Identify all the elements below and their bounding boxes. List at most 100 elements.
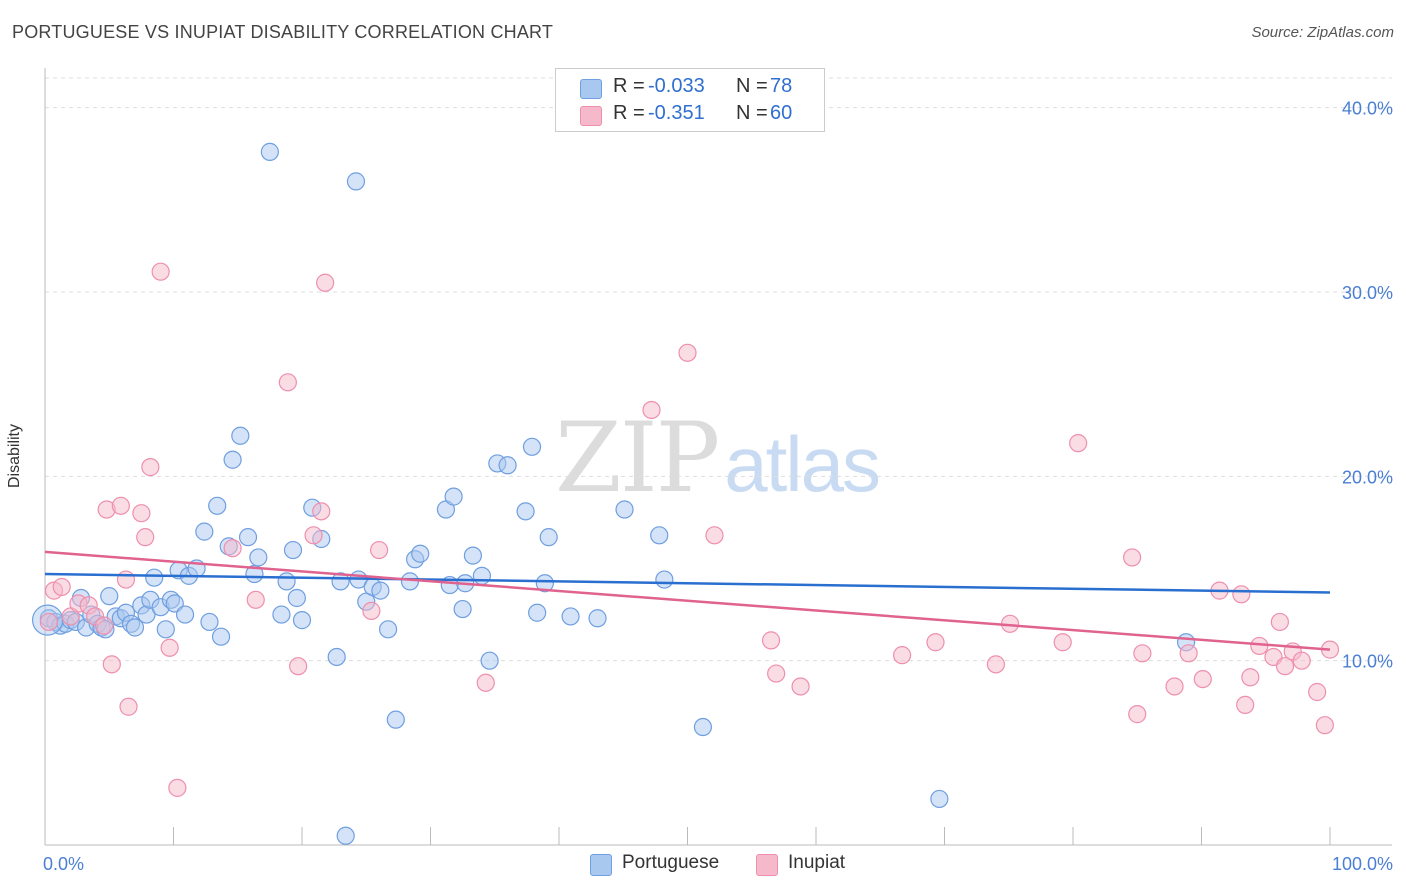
inupiat-point — [136, 528, 155, 547]
x-tick-label: 0.0% — [43, 854, 84, 874]
inupiat-point — [1193, 669, 1212, 689]
inupiat-point — [642, 400, 661, 420]
portuguese-point — [480, 651, 499, 670]
portuguese-point — [249, 548, 268, 567]
portuguese-point — [561, 607, 580, 626]
y-tick-label: 30.0% — [1342, 283, 1393, 303]
inupiat-point — [1292, 651, 1311, 670]
inupiat-swatch — [580, 106, 602, 126]
inupiat-point — [1315, 716, 1334, 735]
inupiat-point — [1275, 657, 1295, 676]
y-tick-label: 10.0% — [1342, 652, 1393, 672]
portuguese-point — [516, 502, 535, 521]
portuguese-point — [200, 612, 219, 632]
portuguese-point — [336, 826, 355, 845]
axes — [44, 68, 1392, 846]
portuguese-point — [650, 526, 669, 545]
inupiat-point — [705, 526, 724, 545]
inupiat-point — [476, 673, 495, 692]
inupiat-point — [312, 502, 331, 521]
inupiat-point — [95, 616, 114, 635]
portuguese-point — [463, 546, 483, 565]
inupiat-point — [151, 262, 170, 281]
inupiat-point — [1133, 644, 1152, 663]
portuguese-point — [400, 572, 420, 591]
portuguese-point — [453, 599, 472, 619]
stats-legend: R = -0.033 N = 78 R = -0.351 N = 60 — [555, 68, 825, 132]
portuguese-point — [346, 172, 366, 191]
portuguese-point — [125, 618, 145, 637]
trend-lines — [44, 550, 1331, 651]
inupiat-point — [678, 343, 697, 362]
inupiat-point — [246, 590, 265, 609]
portuguese-point — [272, 605, 291, 624]
portuguese-point — [930, 789, 949, 809]
n-label: N = — [736, 75, 768, 97]
inupiat-point — [1053, 633, 1072, 652]
portuguese-point — [327, 647, 346, 667]
portuguese-point — [522, 437, 542, 456]
portuguese-point — [378, 620, 398, 639]
portuguese-point — [588, 609, 607, 628]
inupiat-point — [168, 778, 187, 797]
y-tick-label: 40.0% — [1342, 99, 1393, 119]
inupiat-point — [289, 657, 308, 676]
inupiat-point — [39, 612, 58, 632]
portuguese-point — [175, 605, 195, 624]
inupiat-legend-swatch — [756, 854, 778, 876]
r-value: -0.033 — [648, 75, 705, 97]
portuguese-point — [223, 450, 242, 469]
portuguese-point — [195, 522, 214, 541]
portuguese-point — [277, 572, 296, 591]
inupiat-point — [111, 496, 130, 515]
watermark-atlas: atlas — [724, 420, 881, 508]
stats-row-portuguese: R = -0.033 N = 78 — [556, 73, 824, 101]
inupiat-point — [304, 526, 323, 545]
portuguese-point — [371, 581, 390, 600]
portuguese-point — [208, 496, 227, 515]
inupiat-trend-line — [44, 550, 1331, 651]
portuguese-point — [238, 528, 258, 547]
portuguese-point — [100, 587, 119, 606]
portuguese-point — [528, 603, 547, 622]
inupiat-point — [1179, 644, 1198, 663]
inupiat-points — [39, 262, 1340, 797]
tick-labels: 10.0% 20.0% 30.0% 40.0% 0.0% 100.0% — [43, 99, 1393, 874]
portuguese-point — [156, 620, 175, 639]
inupiat-point — [1123, 548, 1142, 567]
inupiat-point — [316, 273, 335, 292]
watermark-zip: ZIP — [555, 402, 720, 514]
portuguese-trend-line — [44, 572, 1331, 594]
portuguese-point — [539, 528, 558, 547]
stats-row-inupiat: R = -0.351 N = 60 — [556, 100, 824, 128]
portuguese-point — [615, 500, 634, 519]
inupiat-point — [1308, 682, 1327, 702]
portuguese-point — [292, 611, 312, 630]
inupiat-point — [362, 601, 381, 620]
x-tick-label: 100.0% — [1332, 854, 1393, 874]
inupiat-point — [1270, 612, 1289, 632]
r-value: -0.351 — [648, 102, 705, 124]
portuguese-point — [287, 588, 306, 608]
n-label: N = — [736, 102, 768, 124]
portuguese-point — [283, 540, 303, 560]
inupiat-point — [1128, 705, 1147, 724]
inupiat-point — [132, 504, 151, 523]
portuguese-point — [472, 566, 491, 585]
portuguese-point — [411, 544, 430, 563]
inupiat-point — [892, 646, 912, 665]
r-label: R = — [613, 102, 645, 124]
inupiat-point — [1241, 668, 1260, 687]
inupiat-point — [160, 638, 179, 657]
legend-label-inupiat: Inupiat — [788, 852, 846, 873]
r-label: R = — [613, 75, 645, 97]
inupiat-point — [52, 577, 71, 597]
portuguese-points — [31, 142, 1196, 845]
inupiat-point — [1236, 695, 1255, 715]
inupiat-point — [141, 458, 160, 477]
inupiat-point — [761, 631, 781, 650]
inupiat-point — [1232, 585, 1251, 604]
inupiat-point — [1165, 677, 1184, 696]
watermark: ZIPatlas — [555, 402, 881, 514]
